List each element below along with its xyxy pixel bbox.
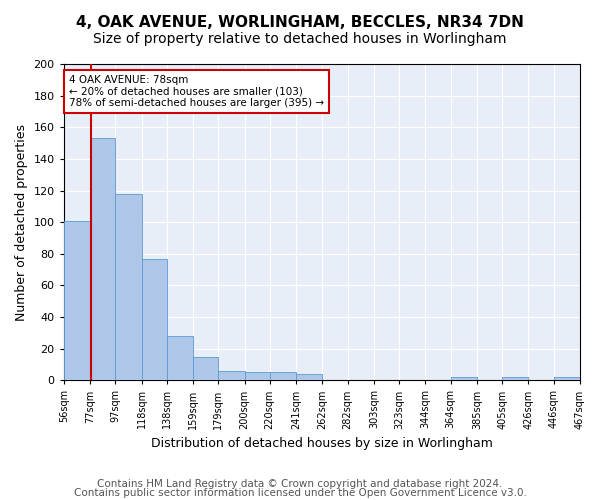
X-axis label: Distribution of detached houses by size in Worlingham: Distribution of detached houses by size … (151, 437, 493, 450)
Text: 4 OAK AVENUE: 78sqm
← 20% of detached houses are smaller (103)
78% of semi-detac: 4 OAK AVENUE: 78sqm ← 20% of detached ho… (69, 75, 324, 108)
Bar (245, 372, 270, 380)
Bar (115, 194, 142, 380)
Bar (296, 374, 322, 380)
Bar (167, 336, 193, 380)
Text: Size of property relative to detached houses in Worlingham: Size of property relative to detached ho… (93, 32, 507, 46)
Bar (554, 377, 580, 380)
Bar (193, 356, 218, 380)
Text: 4, OAK AVENUE, WORLINGHAM, BECCLES, NR34 7DN: 4, OAK AVENUE, WORLINGHAM, BECCLES, NR34… (76, 15, 524, 30)
Y-axis label: Number of detached properties: Number of detached properties (15, 124, 28, 320)
Bar (90, 138, 115, 380)
Bar (270, 372, 296, 380)
Bar (64, 220, 90, 380)
Text: Contains public sector information licensed under the Open Government Licence v3: Contains public sector information licen… (74, 488, 526, 498)
Bar (142, 258, 167, 380)
Text: Contains HM Land Registry data © Crown copyright and database right 2024.: Contains HM Land Registry data © Crown c… (97, 479, 503, 489)
Bar (451, 377, 477, 380)
Bar (218, 371, 245, 380)
Bar (502, 377, 529, 380)
